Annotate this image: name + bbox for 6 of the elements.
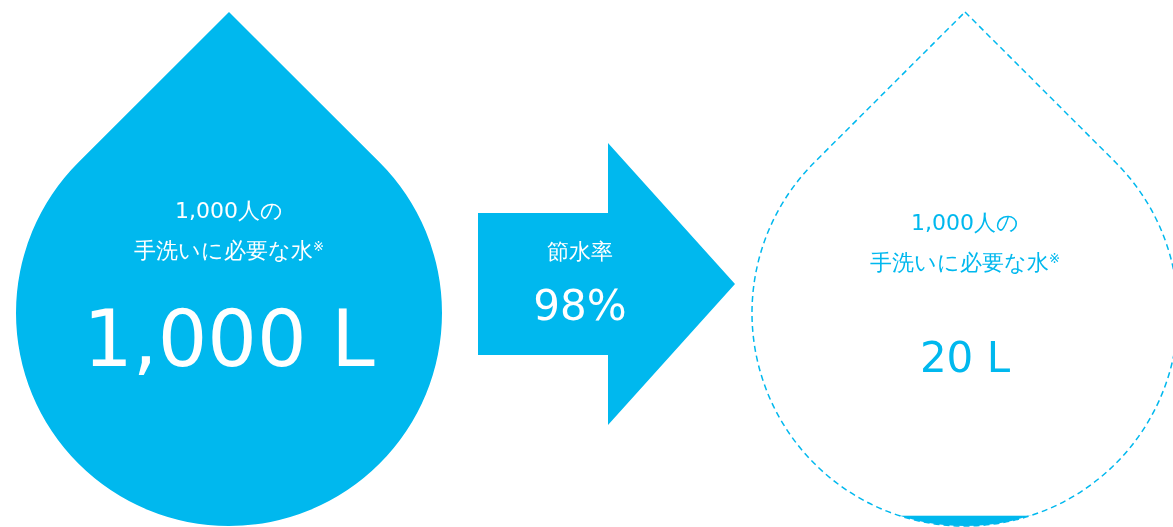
text: 節水率 — [547, 239, 613, 264]
data-label: 20 L — [919, 333, 1011, 382]
category-label: 1,000人の手洗いに必要な水$^{※}$ — [869, 210, 1061, 275]
data-label: 1,000 L — [83, 294, 376, 384]
category-label: 1,000人の手洗いに必要な水$^{※}$ — [133, 198, 325, 263]
text: 98% — [533, 281, 627, 330]
